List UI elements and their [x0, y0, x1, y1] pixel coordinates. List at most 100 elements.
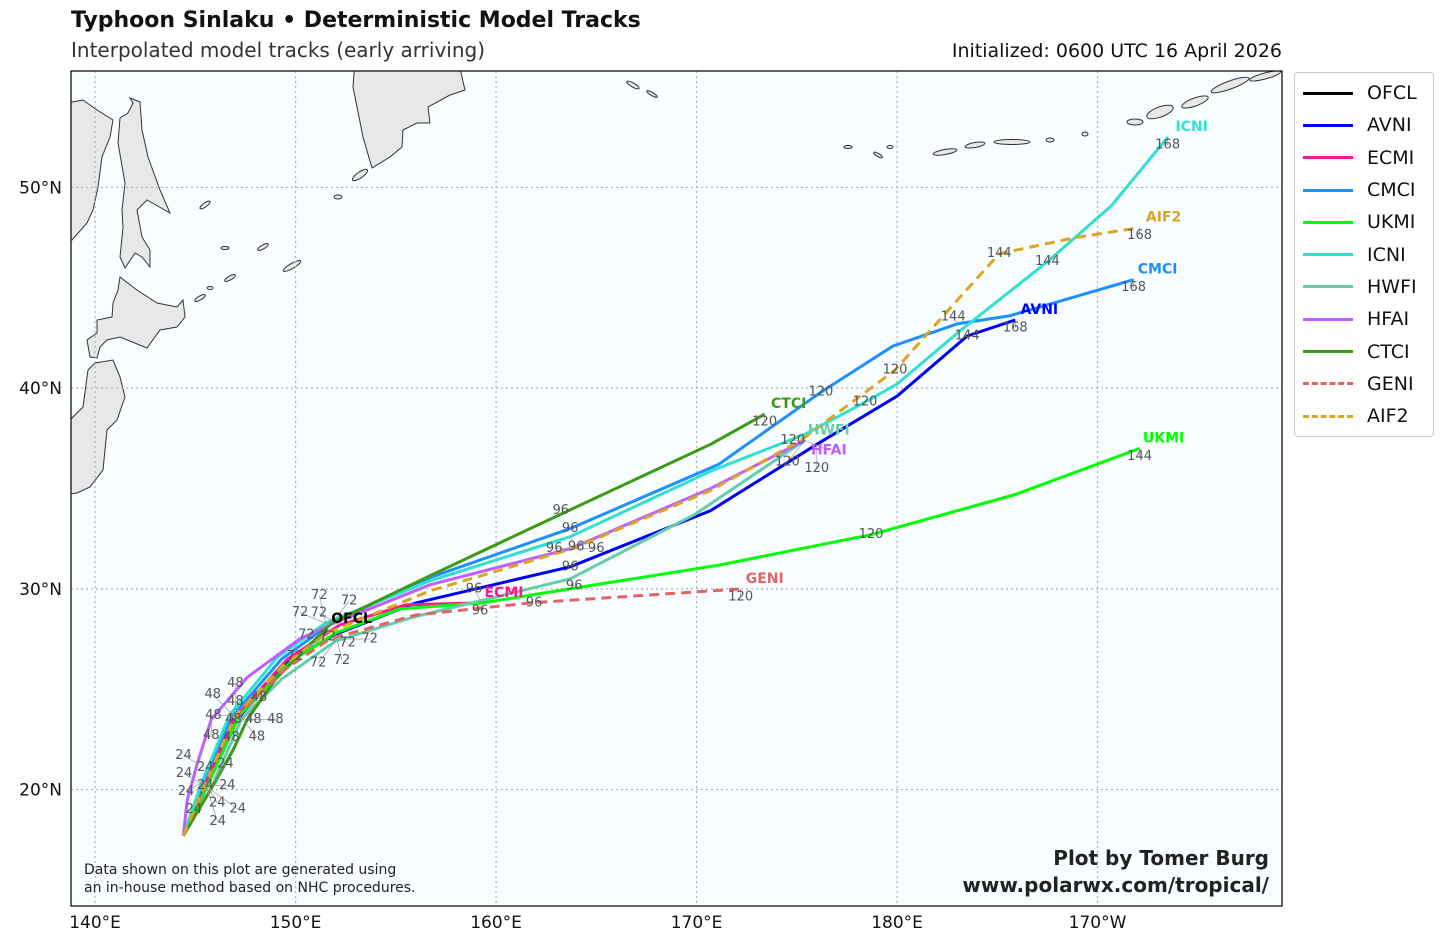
track-ukmi [181, 446, 1141, 837]
track-icni [181, 136, 1169, 837]
forecast-hour-label: 168 [1003, 320, 1028, 335]
forecast-hour-label: 144 [1127, 449, 1152, 464]
legend-swatch [1303, 123, 1353, 127]
track-hwfi [182, 439, 806, 837]
leader-line [183, 773, 202, 784]
leader-line [319, 595, 326, 624]
x-tick-label: 170°W [1069, 913, 1127, 933]
legend-item-ctci: CTCI [1295, 335, 1433, 367]
forecast-hour-label: 48 [205, 708, 222, 723]
legend-label: CMCI [1367, 179, 1416, 202]
x-tick-label: 180°E [871, 913, 923, 933]
forecast-hour-label: 48 [249, 730, 266, 745]
forecast-hour-label: 48 [245, 712, 262, 727]
legend-item-hwfi: HWFI [1295, 271, 1433, 303]
forecast-hour-label: 96 [562, 521, 579, 536]
y-tick-label: 30°N [19, 580, 62, 600]
leader-line [335, 632, 343, 661]
leader-line [241, 697, 260, 720]
legend-item-ecmi: ECMI [1295, 142, 1433, 174]
legend-label: HFAI [1367, 308, 1410, 331]
model-label-ukmi: UKMI [1143, 430, 1184, 446]
forecast-hour-label: 48 [223, 730, 240, 745]
landmass [71, 71, 1281, 495]
credit-author: Plot by Tomer Burg [1053, 846, 1269, 870]
forecast-hour-label: 72 [361, 632, 378, 647]
legend-swatch [1303, 91, 1353, 95]
legend-swatch [1303, 156, 1353, 160]
legend-item-ukmi: UKMI [1295, 206, 1433, 238]
model-tracks [181, 136, 1169, 837]
model-label-ofcl: OFCL [331, 611, 372, 627]
legend-label: CTCI [1367, 340, 1410, 363]
x-tick-label: 150°E [270, 913, 322, 933]
model-label-avni: AVNI [1020, 302, 1058, 318]
forecast-hour-label: 24 [197, 778, 214, 793]
leader-line [317, 640, 336, 664]
forecast-hour-label: 24 [176, 766, 193, 781]
x-tick-label: 170°E [671, 913, 723, 933]
forecast-hour-label: 120 [808, 385, 833, 400]
forecast-hour-label: 72 [339, 636, 356, 651]
forecast-hour-label: 96 [546, 541, 563, 556]
legend-item-hfai: HFAI [1295, 303, 1433, 335]
y-tick-label: 20°N [19, 781, 62, 801]
forecast-hour-label: 72 [287, 649, 304, 664]
model-label-ctci: CTCI [771, 396, 806, 412]
forecast-hour-label: 24 [219, 778, 236, 793]
island-chains [194, 71, 1281, 302]
forecast-hour-label: 72 [319, 630, 336, 645]
forecast-hour-label: 48 [203, 728, 220, 743]
forecast-hour-label: 24 [175, 748, 192, 763]
legend-item-avni: AVNI [1295, 109, 1433, 141]
forecast-hour-label: 96 [566, 578, 583, 593]
graticule [71, 71, 1282, 906]
forecast-hour-labels: 24 48 72 24 48 72 96 120 144 168 24 48 72 96 24 48 72 96 1… [175, 138, 1180, 829]
forecast-hour-label: 120 [780, 433, 805, 448]
legend-label: ICNI [1367, 243, 1406, 266]
forecast-hour-label: 24 [229, 802, 246, 817]
forecast-hour-label: 144 [955, 329, 980, 344]
legend-label: HWFI [1367, 275, 1417, 298]
leader-line [299, 612, 330, 626]
forecast-hour-label: 72 [310, 655, 327, 670]
data-note-line2: an in-house method based on NHC procedur… [84, 880, 416, 896]
leader-line [952, 316, 958, 325]
model-label-hwfi: HWFI [808, 422, 850, 438]
land-hokkaido [86, 276, 186, 359]
credit: Plot by Tomer Burg www.polarwx.com/tropi… [962, 845, 1269, 899]
leader-line [205, 785, 238, 810]
forecast-hour-label: 72 [292, 605, 309, 620]
leader-line [239, 715, 258, 738]
legend-label: AVNI [1367, 114, 1412, 137]
page-title: Typhoon Sinlaku • Deterministic Model Tr… [71, 8, 641, 33]
forecast-hour-label: 144 [1035, 254, 1060, 269]
forecast-hour-label: 24 [178, 784, 195, 799]
leader-line [473, 588, 483, 604]
forecast-hour-label: 48 [227, 694, 244, 709]
data-note: Data shown on this plot are generated us… [84, 861, 416, 897]
legend-swatch [1303, 382, 1353, 386]
model-end-labels: OFCL AVNI ECMI CMCI UKMI ICNI HWFI HFAI CTCI GENI… [331, 119, 1208, 627]
track-aif2 [181, 226, 1140, 837]
forecast-hour-label: 144 [987, 246, 1012, 261]
forecast-hour-label: 120 [883, 363, 908, 378]
axis-ticks: 140°E 150°E 160°E 170°E 180°E 170°W 20°N 30°N 40… [19, 178, 1126, 933]
leader-line [183, 755, 198, 764]
forecast-hour-label: 96 [466, 582, 483, 597]
forecast-hour-label: 96 [526, 595, 543, 610]
credit-url[interactable]: www.polarwx.com/tropical/ [962, 873, 1269, 897]
forecast-hour-label: 24 [186, 802, 203, 817]
legend-item-aif2: AIF2 [1295, 400, 1433, 432]
leader-line [212, 694, 236, 718]
leader-line [215, 764, 226, 782]
forecast-hour-label: 120 [775, 455, 800, 470]
land-asia-mainland [71, 99, 114, 241]
legend-swatch [1303, 188, 1353, 192]
legend-label: OFCL [1367, 82, 1417, 105]
forecast-hour-label: 120 [728, 589, 753, 604]
legend-swatch [1303, 285, 1353, 289]
leader-line [204, 783, 219, 822]
forecast-hour-label: 48 [225, 712, 242, 727]
leader-line [193, 787, 212, 810]
